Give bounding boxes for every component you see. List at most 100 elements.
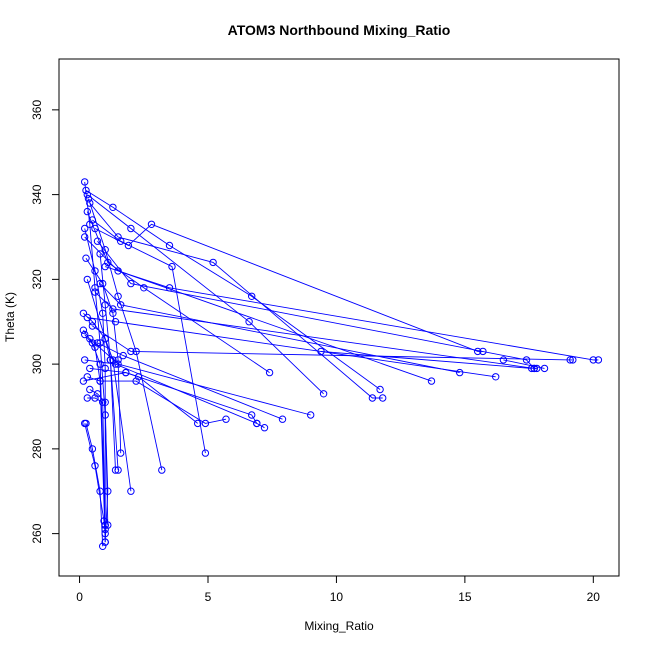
series-line — [89, 367, 258, 424]
data-point — [79, 377, 88, 385]
series-line — [94, 291, 537, 369]
series-line — [83, 312, 132, 492]
series-28 — [83, 373, 230, 428]
data-point — [81, 330, 89, 339]
data-point — [140, 284, 148, 292]
data-point — [91, 462, 99, 470]
data-point — [96, 279, 104, 288]
data-point — [245, 318, 253, 326]
x-axis-label: Mixing_Ratio — [304, 619, 374, 633]
series-27 — [79, 368, 202, 428]
data-point — [88, 445, 97, 453]
data-point — [165, 241, 174, 250]
series-line — [87, 397, 106, 526]
series-13 — [82, 254, 125, 457]
series-33 — [317, 347, 536, 373]
data-point — [91, 224, 99, 233]
data-point — [79, 309, 88, 317]
data-point — [82, 254, 90, 262]
data-point — [101, 364, 109, 373]
data-point — [93, 237, 102, 245]
data-point — [265, 368, 274, 377]
data-point — [101, 335, 109, 343]
data-point — [117, 449, 125, 457]
series-line — [87, 317, 496, 378]
y-tick-label: 260 — [30, 523, 44, 543]
data-point — [96, 360, 104, 368]
data-point — [119, 351, 127, 360]
x-tick-label: 5 — [205, 590, 212, 604]
data-point — [127, 224, 135, 233]
data-point — [165, 284, 174, 292]
data-point — [127, 279, 135, 288]
series-3 — [83, 190, 328, 398]
data-point — [201, 449, 210, 457]
series-line — [320, 350, 532, 369]
y-tick-label: 320 — [30, 269, 44, 289]
series-line — [89, 338, 311, 416]
series-line — [85, 190, 381, 390]
series-23 — [86, 335, 315, 419]
data-point — [147, 220, 156, 229]
data-point — [86, 364, 94, 373]
y-tick-label: 280 — [30, 439, 44, 459]
series-14 — [101, 262, 603, 364]
x-tick-label: 0 — [76, 590, 83, 604]
data-point — [81, 178, 89, 186]
data-point — [91, 343, 99, 351]
x-tick-label: 20 — [587, 590, 601, 604]
data-point — [101, 538, 109, 546]
data-point — [84, 195, 93, 203]
chart-title: ATOM3 Northbound Mixing_Ratio — [228, 22, 451, 38]
data-point — [122, 368, 130, 377]
series-20 — [88, 322, 577, 364]
data-point — [96, 250, 104, 258]
data-point — [109, 203, 117, 212]
data-point — [319, 390, 328, 398]
x-axis: 0 5 10 15 20 — [76, 575, 601, 604]
data-point — [96, 377, 104, 385]
series-line — [99, 283, 460, 374]
y-tick-label: 340 — [30, 184, 44, 204]
data-point — [81, 233, 89, 241]
series-line — [86, 279, 119, 471]
data-point — [456, 368, 464, 377]
data-point — [117, 237, 125, 245]
series-line — [87, 376, 227, 424]
data-point — [124, 241, 133, 250]
data-point — [109, 309, 117, 317]
y-axis-label: Theta (K) — [3, 292, 17, 342]
series-17 — [91, 288, 541, 373]
data-point — [83, 190, 92, 199]
data-point — [222, 415, 230, 423]
data-point — [427, 377, 436, 385]
data-point — [168, 262, 176, 271]
x-tick-label: 15 — [458, 590, 472, 604]
x-tick-label: 10 — [330, 590, 344, 604]
data-point — [81, 419, 89, 428]
data-point — [248, 292, 256, 300]
data-point — [117, 301, 125, 309]
series-line — [105, 266, 599, 361]
data-point — [569, 356, 577, 364]
series-line — [92, 219, 206, 454]
data-point — [81, 356, 89, 364]
data-point — [248, 411, 256, 419]
data-point — [260, 424, 269, 432]
series-line — [86, 211, 270, 373]
series-19 — [83, 313, 500, 381]
data-point — [278, 415, 287, 423]
series-line — [89, 389, 109, 526]
data-point — [88, 216, 97, 224]
data-point — [86, 199, 94, 207]
series-2 — [82, 186, 384, 394]
data-point — [82, 186, 90, 195]
data-point — [528, 364, 536, 373]
data-point — [522, 356, 531, 364]
data-point — [127, 487, 135, 495]
data-point — [101, 262, 109, 271]
series-24 — [93, 339, 287, 423]
data-point — [492, 373, 500, 381]
data-point — [376, 385, 384, 394]
